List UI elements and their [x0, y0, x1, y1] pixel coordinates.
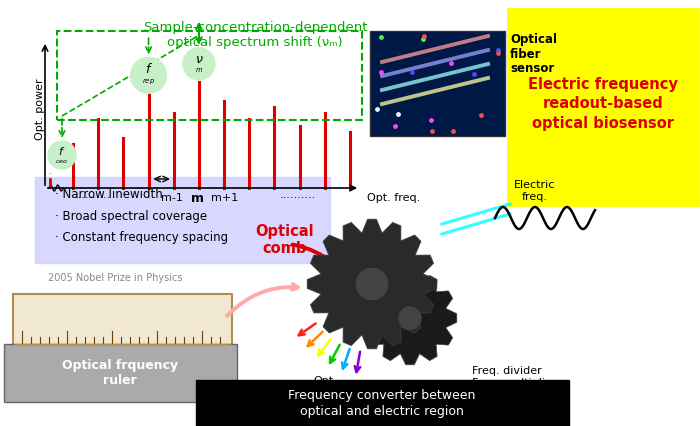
Text: · Narrow linewidth: · Narrow linewidth: [55, 187, 162, 201]
FancyBboxPatch shape: [508, 9, 698, 205]
Text: 2005 Nobel Prize in Physics: 2005 Nobel Prize in Physics: [48, 273, 182, 283]
Text: Electric
freq.: Electric freq.: [514, 180, 556, 202]
FancyBboxPatch shape: [4, 344, 237, 402]
Text: Optical frquency
ruler: Optical frquency ruler: [62, 359, 178, 388]
Text: m+1: m+1: [211, 193, 239, 203]
Text: Opt. power: Opt. power: [35, 79, 45, 140]
Text: Freq. divider
Freq. multiplier: Freq. divider Freq. multiplier: [472, 366, 556, 388]
Circle shape: [183, 48, 215, 80]
Text: Opt. freq.: Opt. freq.: [367, 193, 420, 203]
Circle shape: [399, 307, 421, 329]
Text: $f$: $f$: [58, 145, 66, 157]
Circle shape: [130, 57, 167, 93]
FancyBboxPatch shape: [196, 380, 569, 426]
Text: $_{rep}$: $_{rep}$: [142, 77, 155, 87]
Text: Optical
comb: Optical comb: [256, 224, 314, 256]
Text: $_{m}$: $_{m}$: [195, 65, 203, 75]
Circle shape: [48, 141, 76, 169]
Text: ··········: ··········: [279, 193, 316, 203]
Text: · Broad spectral coverage: · Broad spectral coverage: [55, 210, 207, 222]
Polygon shape: [307, 219, 437, 349]
Polygon shape: [363, 271, 457, 365]
FancyBboxPatch shape: [35, 177, 330, 263]
Text: ··········: ··········: [75, 193, 111, 203]
FancyBboxPatch shape: [370, 31, 505, 136]
Text: Opt.
freq.: Opt. freq.: [312, 376, 338, 397]
Text: Frequency converter between
optical and electric region: Frequency converter between optical and …: [288, 389, 476, 418]
Text: Optical
fiber
sensor: Optical fiber sensor: [510, 32, 557, 75]
Circle shape: [356, 268, 388, 299]
Text: Electric frequency
readout-based
optical biosensor: Electric frequency readout-based optical…: [528, 77, 678, 131]
FancyBboxPatch shape: [13, 294, 232, 346]
Text: $_{ceo}$: $_{ceo}$: [55, 156, 69, 166]
Text: Sample-concentration-dependent
optical spectrum shift (νₘ): Sample-concentration-dependent optical s…: [143, 21, 368, 49]
Text: m-1: m-1: [161, 193, 183, 203]
Text: · Constant frequency spacing: · Constant frequency spacing: [55, 231, 228, 245]
Text: $\nu$: $\nu$: [195, 53, 203, 66]
Text: $f$: $f$: [145, 62, 153, 76]
Text: m: m: [191, 192, 204, 204]
